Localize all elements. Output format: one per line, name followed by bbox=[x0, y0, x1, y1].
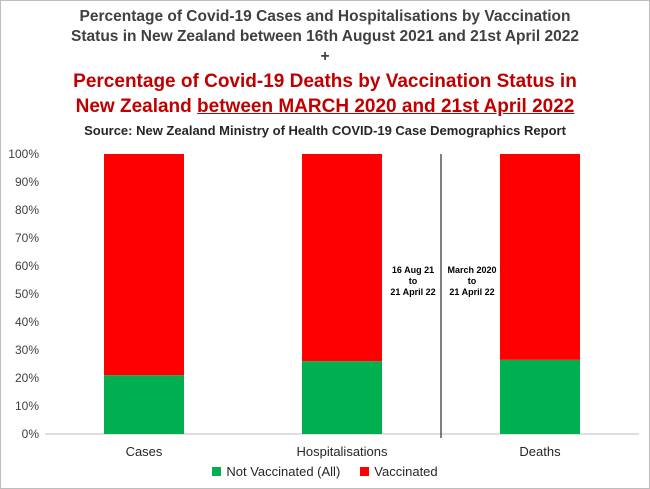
deaths-title-line-2-pre: New Zealand bbox=[75, 96, 198, 117]
deaths-title-underlined: between MARCH 2020 and 21st April 2022 bbox=[197, 96, 575, 117]
y-tick-label: 10% bbox=[15, 399, 39, 413]
y-tick-label: 0% bbox=[22, 427, 40, 441]
y-tick-label: 30% bbox=[15, 343, 39, 357]
legend-swatch-not-vaccinated bbox=[212, 467, 222, 476]
x-tick-label: Hospitalisations bbox=[296, 444, 388, 459]
deaths-title-line-2: New Zealand between MARCH 2020 and 21st … bbox=[1, 95, 649, 119]
legend-label-vaccinated: Vaccinated bbox=[374, 464, 438, 479]
y-tick-label: 90% bbox=[15, 175, 39, 189]
title-line-1: Percentage of Covid-19 Cases and Hospita… bbox=[79, 8, 571, 25]
y-tick-label: 70% bbox=[15, 231, 39, 245]
bar-vaccinated bbox=[500, 154, 580, 360]
date-range-annotation: March 2020 bbox=[447, 265, 496, 275]
x-tick-label: Cases bbox=[126, 444, 163, 459]
y-tick-label: 60% bbox=[15, 259, 39, 273]
bar-not-vaccinated bbox=[104, 375, 184, 434]
bar-not-vaccinated bbox=[500, 359, 580, 434]
bar-vaccinated bbox=[104, 154, 184, 376]
deaths-title-line-1: Percentage of Covid-19 Deaths by Vaccina… bbox=[73, 71, 577, 92]
x-tick-label: Deaths bbox=[519, 444, 561, 459]
legend-item-vaccinated: Vaccinated bbox=[360, 464, 438, 479]
legend-item-not-vaccinated: Not Vaccinated (All) bbox=[212, 464, 340, 479]
y-tick-label: 40% bbox=[15, 315, 39, 329]
title-plus: + bbox=[320, 48, 330, 65]
source-note: Source: New Zealand Ministry of Health C… bbox=[84, 123, 566, 138]
y-tick-label: 20% bbox=[15, 371, 39, 385]
date-range-annotation: 21 April 22 bbox=[390, 287, 435, 297]
date-range-annotation: 21 April 22 bbox=[449, 287, 494, 297]
y-tick-label: 80% bbox=[15, 203, 39, 217]
title-line-2: Status in New Zealand between 16th Augus… bbox=[71, 28, 579, 45]
y-tick-label: 100% bbox=[8, 147, 39, 161]
date-range-annotation: to bbox=[409, 276, 418, 286]
legend-swatch-vaccinated bbox=[360, 467, 370, 476]
legend: Not Vaccinated (All) Vaccinated bbox=[1, 464, 649, 479]
bar-not-vaccinated bbox=[302, 361, 382, 434]
bar-vaccinated bbox=[302, 154, 382, 362]
date-range-annotation: 16 Aug 21 bbox=[392, 265, 434, 275]
y-tick-label: 50% bbox=[15, 287, 39, 301]
date-range-annotation: to bbox=[468, 276, 477, 286]
legend-label-not-vaccinated: Not Vaccinated (All) bbox=[226, 464, 341, 479]
